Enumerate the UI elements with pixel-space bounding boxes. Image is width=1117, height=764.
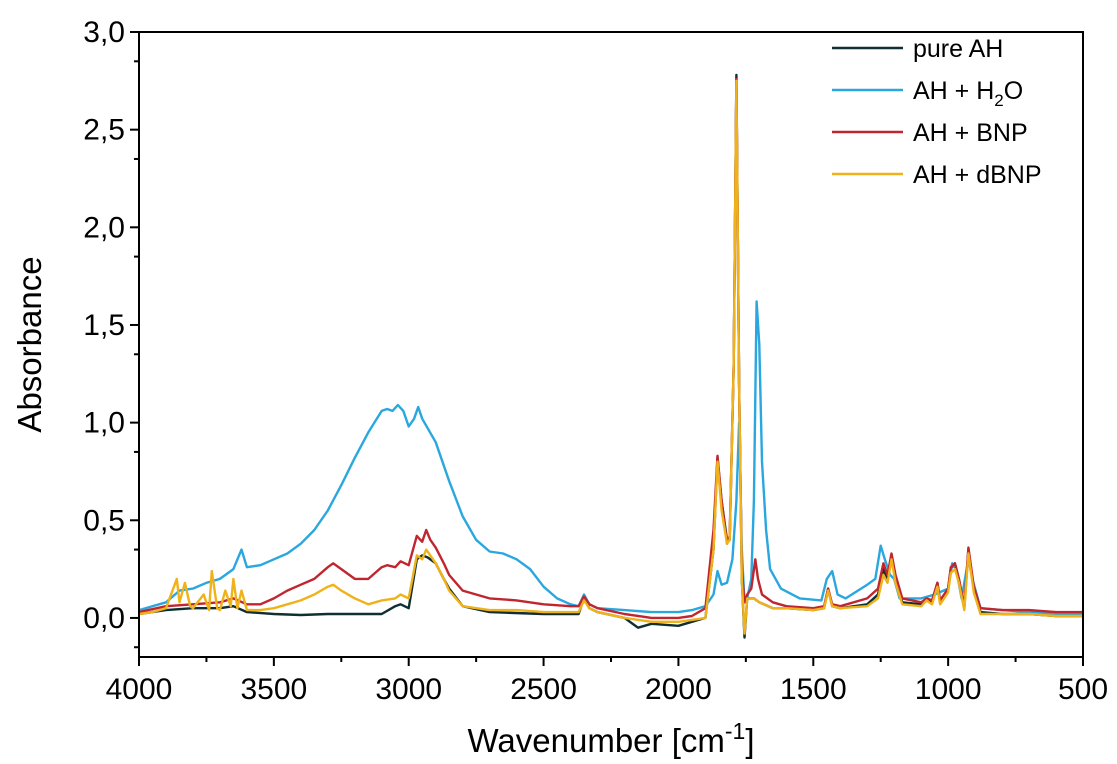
legend-tail: O <box>1004 77 1023 105</box>
x-tick-label: 3000 <box>375 673 442 706</box>
x-tick-label: 4000 <box>106 673 173 706</box>
y-tick-label: 1,5 <box>83 309 125 342</box>
x-tick-label: 1000 <box>915 673 982 706</box>
plot-series-group <box>138 73 1083 639</box>
x-axis-title-close: ] <box>745 722 754 759</box>
y-tick-label: 2,0 <box>83 211 125 244</box>
legend-text: AH + BNP <box>913 119 1028 147</box>
x-tick-label: 500 <box>1058 673 1108 706</box>
x-tick-label: 2000 <box>645 673 712 706</box>
legend-sub: 2 <box>994 91 1003 110</box>
legend-text: AH + dBNP <box>913 161 1042 189</box>
legend: pure AH AH + H2O AH + BNP AH + dBNP <box>832 35 1042 189</box>
series-line-1 <box>138 300 1083 616</box>
x-axis-title: Wavenumber [cm-1] <box>468 718 755 759</box>
legend-label-0: pure AH <box>913 35 1003 63</box>
x-axis-title-text: Wavenumber [cm <box>468 722 725 759</box>
x-tick-label: 2500 <box>510 673 577 706</box>
y-tick-label: 3,0 <box>83 16 125 49</box>
ticks-group: 4000 3500 3000 2500 2000 1500 1000 500 0,0 0,5 1,0… <box>83 16 1108 706</box>
legend-label-2: AH + BNP <box>913 119 1028 147</box>
legend-label-1: AH + H2O <box>913 77 1023 110</box>
y-tick-label: 0,0 <box>83 602 125 635</box>
x-axis-title-sup: -1 <box>725 718 745 744</box>
legend-text: AH + H <box>913 77 994 105</box>
x-tick-label: 1500 <box>780 673 847 706</box>
series-line-3 <box>138 79 1083 635</box>
series-line-2 <box>138 77 1083 620</box>
legend-label-3: AH + dBNP <box>913 161 1042 189</box>
series-line-0 <box>138 73 1083 639</box>
y-tick-label: 2,5 <box>83 114 125 147</box>
y-tick-label: 1,0 <box>83 407 125 440</box>
x-tick-label: 3500 <box>240 673 307 706</box>
legend-text: pure AH <box>913 35 1003 63</box>
y-axis-title: Absorbance <box>11 256 48 432</box>
y-tick-label: 0,5 <box>83 504 125 537</box>
